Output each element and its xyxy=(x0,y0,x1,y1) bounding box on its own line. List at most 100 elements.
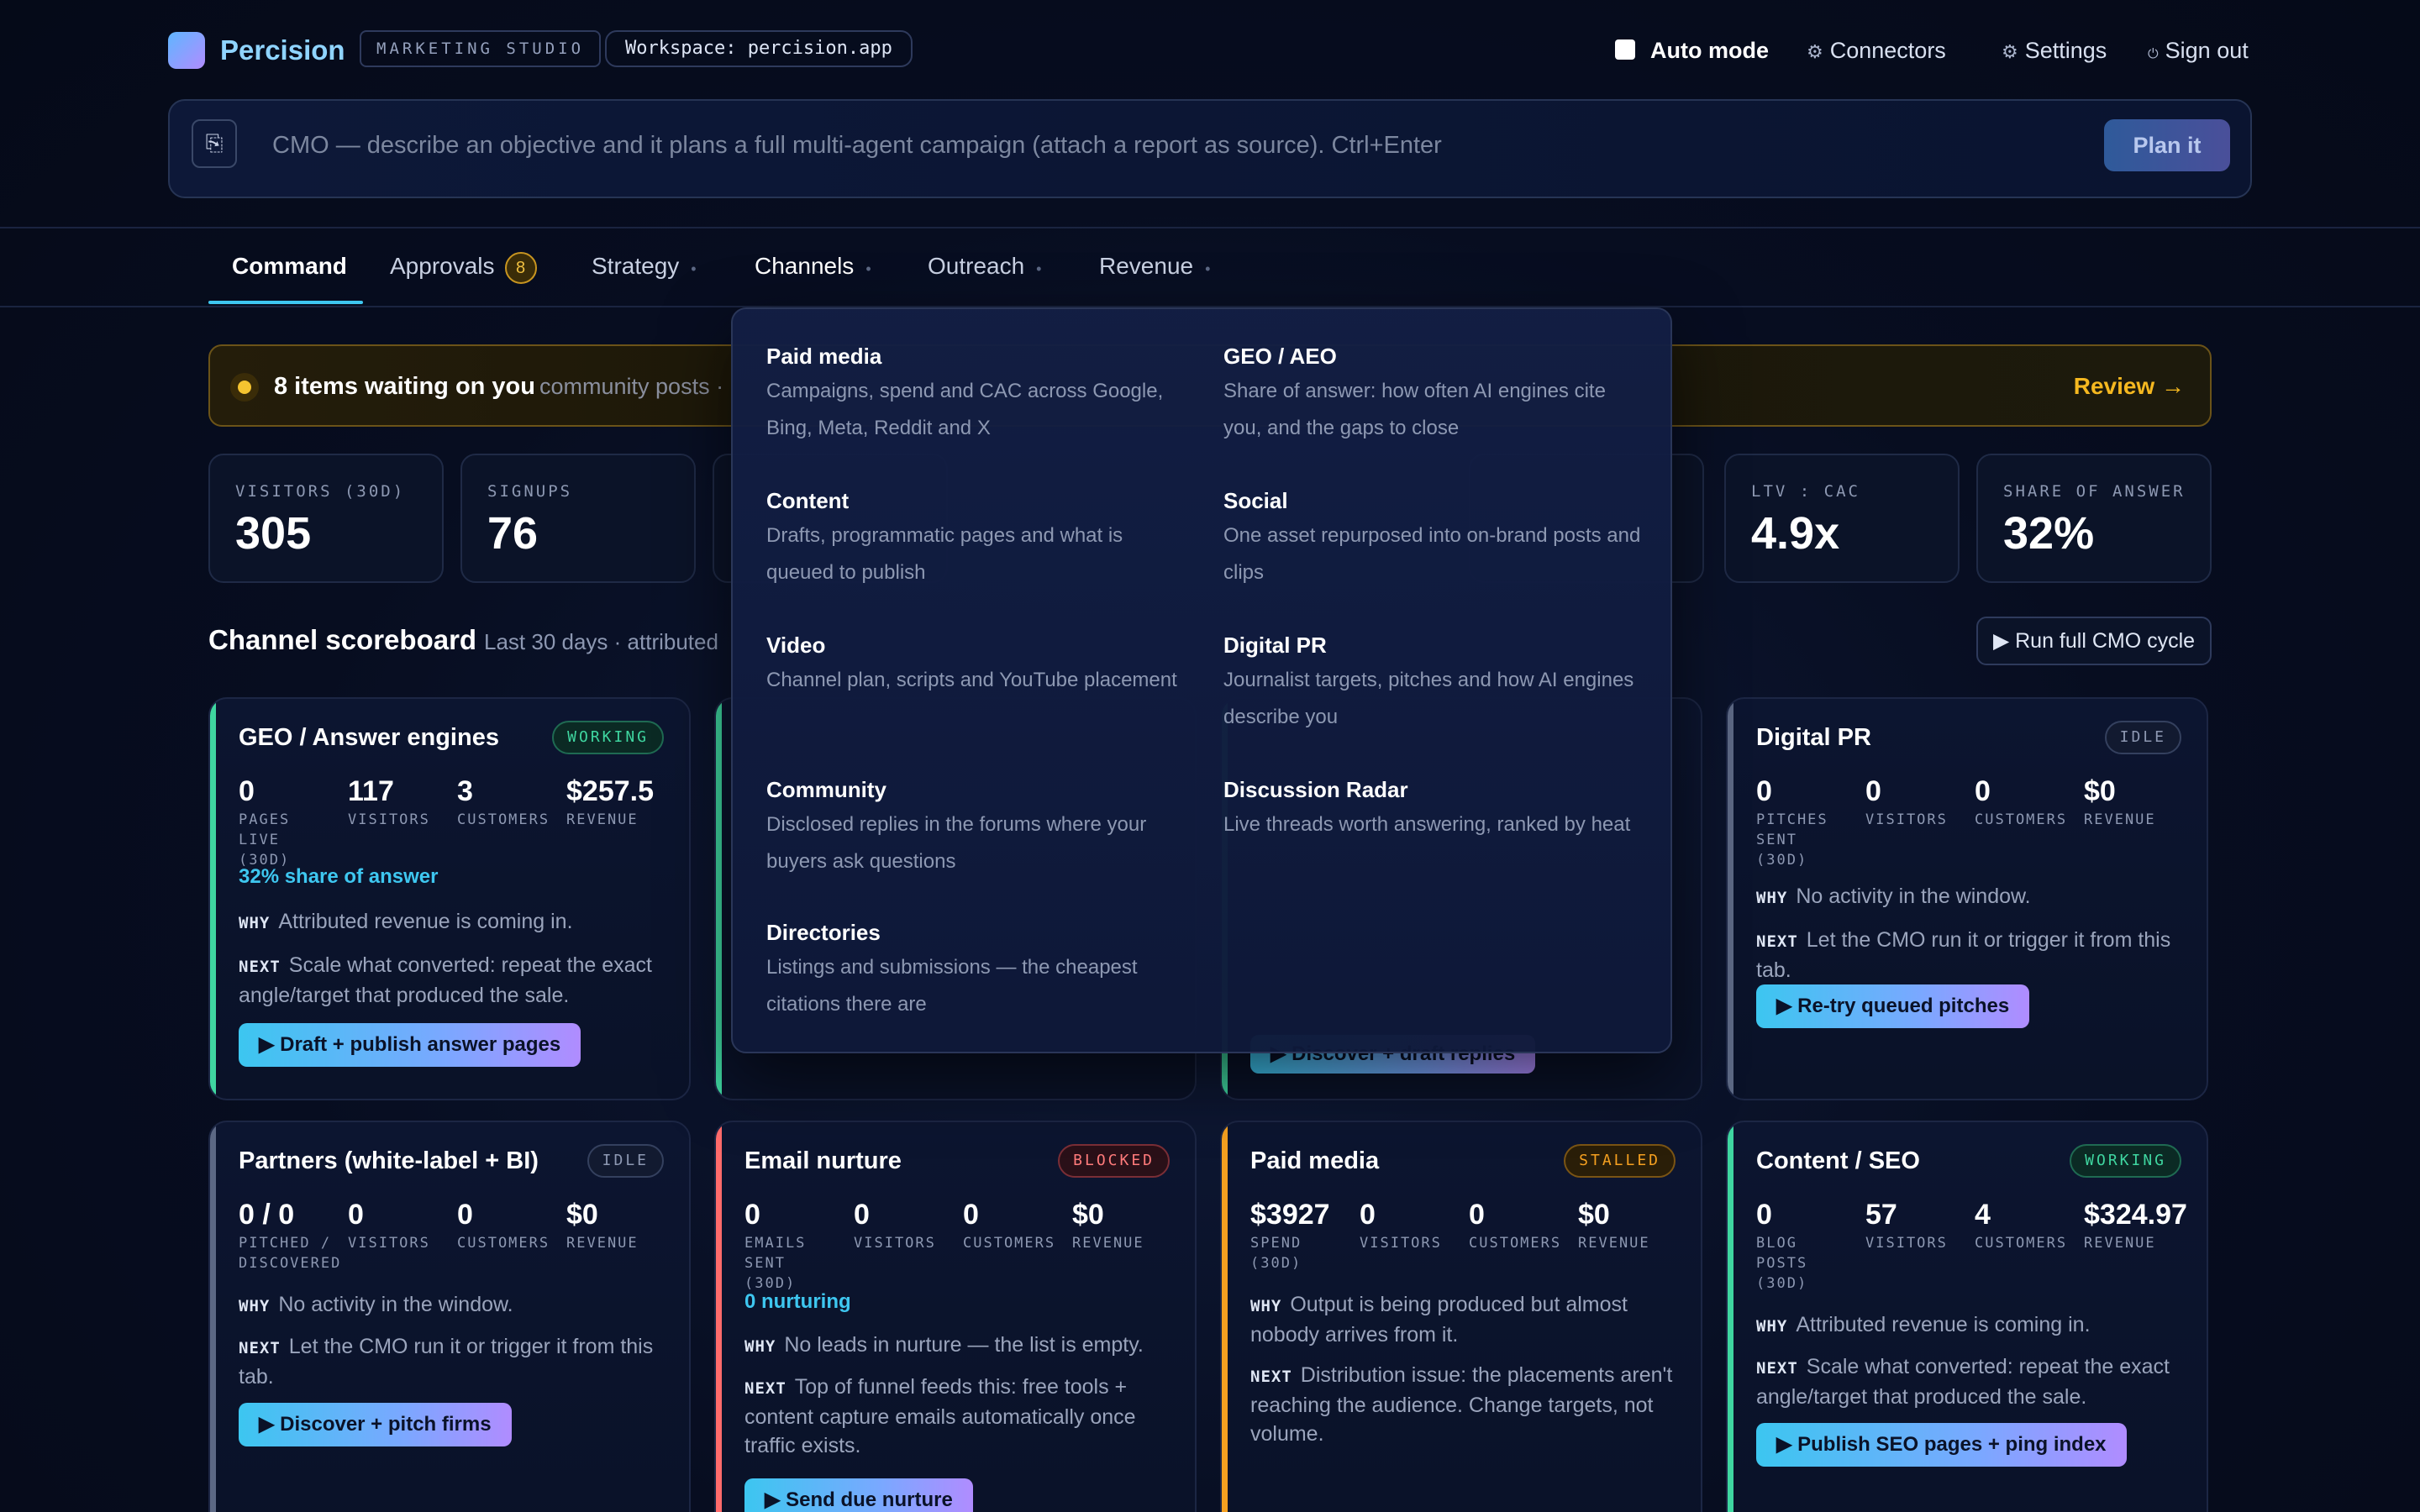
why-row: WHY Attributed revenue is coming in. xyxy=(239,907,667,937)
status-stripe xyxy=(1728,1122,1733,1512)
retry-pitches-button[interactable]: ▶ Re-try queued pitches xyxy=(1756,984,2030,1028)
why-label: WHY xyxy=(1756,1317,1788,1336)
menu-item-desc: Drafts, programmatic pages and what is q… xyxy=(766,524,1123,584)
plan-button[interactable]: Plan it xyxy=(2104,119,2230,171)
kpi-card: SIGNUPS 76 xyxy=(460,454,696,583)
tab-label: Approvals xyxy=(390,253,495,279)
status-stripe xyxy=(716,699,722,1099)
run-cmo-cycle-label: Run full CMO cycle xyxy=(2015,629,2196,653)
menu-item-content[interactable]: Content Drafts, programmatic pages and wh… xyxy=(766,484,1186,591)
send-nurture-button[interactable]: ▶ Send due nurture xyxy=(744,1478,973,1512)
tab-command[interactable]: Command xyxy=(232,228,347,307)
metric: 4 CUSTOMERS xyxy=(1975,1196,2075,1253)
metric-label: REVENUE xyxy=(566,1235,639,1252)
next-row: NEXT Let the CMO run it or trigger it fro… xyxy=(1756,926,2185,984)
auto-mode-checkbox[interactable] xyxy=(1615,39,1635,60)
metric: $257.5 REVENUE xyxy=(566,773,667,830)
tab-strategy[interactable]: Strategy • xyxy=(592,228,697,307)
status-stripe xyxy=(716,1122,722,1512)
metric-label: CUSTOMERS xyxy=(457,811,550,828)
metric-label: VISITORS xyxy=(348,811,430,828)
tab-label: Revenue xyxy=(1099,253,1194,279)
menu-item-title: Video xyxy=(766,633,826,658)
metric-value: $0 xyxy=(1072,1199,1104,1231)
next-row: NEXT Distribution issue: the placements a… xyxy=(1250,1361,1679,1448)
banner-subtitle: community posts · xyxy=(539,374,724,399)
channels-dropdown-menu: Paid media Campaigns, spend and CAC acros… xyxy=(731,307,1672,1053)
menu-item-title: Directories xyxy=(766,920,881,945)
action-label: Draft + publish answer pages xyxy=(280,1033,561,1056)
workspace-selector[interactable]: Workspace: percision.app xyxy=(605,30,913,67)
kpi-label: SHARE OF ANSWER xyxy=(2003,482,2186,501)
run-cmo-cycle-button[interactable]: ▶ Run full CMO cycle xyxy=(1976,617,2212,665)
metric: 0 PAGES LIVE (30D) xyxy=(239,773,339,870)
attach-button[interactable]: ⎘ xyxy=(192,119,237,168)
status-badge: STALLED xyxy=(1564,1144,1676,1178)
metric: $0 REVENUE xyxy=(566,1196,667,1253)
menu-item-desc: Journalist targets, pitches and how AI e… xyxy=(1223,669,1634,728)
discover-pitch-button[interactable]: ▶ Discover + pitch firms xyxy=(239,1403,512,1446)
tab-channels[interactable]: Channels • xyxy=(755,228,871,307)
dropdown-dot-icon: • xyxy=(865,260,871,277)
menu-item-video[interactable]: Video Channel plan, scripts and YouTube p… xyxy=(766,628,1186,699)
metric-label: PITCHED / DISCOVERED xyxy=(239,1235,342,1272)
next-text: Scale what converted: repeat the exact a… xyxy=(239,953,652,1007)
metric-label: REVENUE xyxy=(2084,1235,2156,1252)
metric-label: CUSTOMERS xyxy=(1975,811,2068,828)
metric: 0 BLOG POSTS (30D) xyxy=(1756,1196,1823,1294)
menu-item-paid-media[interactable]: Paid media Campaigns, spend and CAC acros… xyxy=(766,339,1186,447)
settings-link[interactable]: ⚙ Settings xyxy=(2002,30,2107,71)
metric: 0 CUSTOMERS xyxy=(1469,1196,1570,1253)
why-label: WHY xyxy=(1756,889,1788,907)
command-input[interactable]: CMO — describe an objective and it plans… xyxy=(272,132,1442,159)
metric: 0 VISITORS xyxy=(1360,1196,1460,1253)
metric: 0 / 0 PITCHED / DISCOVERED xyxy=(239,1196,339,1273)
card-title: Email nurture xyxy=(744,1147,902,1174)
connectors-link[interactable]: ⚙ Connectors xyxy=(1807,30,1946,71)
status-badge: WORKING xyxy=(552,721,664,754)
menu-item-geo-aeo[interactable]: GEO / AEO Share of answer: how often AI e… xyxy=(1223,339,1644,447)
menu-item-title: Discussion Radar xyxy=(1223,777,1408,802)
metric: 0 PITCHES SENT (30D) xyxy=(1756,773,1857,870)
metric-value: $0 xyxy=(2084,775,2116,807)
menu-item-digital-pr[interactable]: Digital PR Journalist targets, pitches an… xyxy=(1223,628,1644,736)
play-icon: ▶ xyxy=(259,1413,281,1436)
why-label: WHY xyxy=(1250,1297,1282,1315)
metric-value: 0 xyxy=(1975,775,1991,807)
review-link[interactable]: Review → xyxy=(2073,373,2185,399)
next-label: NEXT xyxy=(1756,932,1798,951)
menu-item-discussion-radar[interactable]: Discussion Radar Live threads worth answe… xyxy=(1223,773,1644,843)
metric-value: 0 xyxy=(744,1199,760,1231)
tab-revenue[interactable]: Revenue • xyxy=(1099,228,1210,307)
status-stripe xyxy=(1222,1122,1228,1512)
channel-card-email: Email nurture BLOCKED 0 EMAILS SENT (30D)… xyxy=(714,1121,1197,1512)
tab-approvals[interactable]: Approvals 8 xyxy=(390,228,537,307)
metric-label: VISITORS xyxy=(1865,1235,1948,1252)
auto-mode-label[interactable]: Auto mode xyxy=(1650,38,1769,63)
sign-out-link[interactable]: ⏻ Sign out xyxy=(2148,30,2249,71)
metric-value: 0 xyxy=(1469,1199,1485,1231)
card-title: Partners (white-label + BI) xyxy=(239,1147,539,1174)
publish-seo-button[interactable]: ▶ Publish SEO pages + ping index xyxy=(1756,1423,2127,1467)
menu-item-title: Content xyxy=(766,488,850,513)
next-text: Let the CMO run it or trigger it from th… xyxy=(1756,928,2171,982)
dropdown-dot-icon: • xyxy=(1205,260,1211,277)
kpi-card: LTV : CAC 4.9x xyxy=(1724,454,1960,583)
next-label: NEXT xyxy=(239,958,281,976)
draft-publish-button[interactable]: ▶ Draft + publish answer pages xyxy=(239,1023,581,1067)
dropdown-dot-icon: • xyxy=(1036,260,1042,277)
metric-value: $324.97 xyxy=(2084,1199,2187,1231)
why-label: WHY xyxy=(744,1337,776,1356)
menu-item-community[interactable]: Community Disclosed replies in the forums… xyxy=(766,773,1186,880)
menu-item-desc: One asset repurposed into on-brand posts… xyxy=(1223,524,1641,584)
kpi-value: 4.9x xyxy=(1751,508,1840,559)
channel-card-content: Content / SEO WORKING 0 BLOG POSTS (30D) … xyxy=(1726,1121,2208,1512)
status-badge: WORKING xyxy=(2070,1144,2181,1178)
play-icon: ▶ xyxy=(259,1033,281,1056)
status-stripe xyxy=(210,699,216,1099)
menu-item-social[interactable]: Social One asset repurposed into on-brand… xyxy=(1223,484,1644,591)
tab-outreach[interactable]: Outreach • xyxy=(928,228,1041,307)
menu-item-directories[interactable]: Directories Listings and submissions — th… xyxy=(766,916,1186,1023)
next-text: Let the CMO run it or trigger it from th… xyxy=(239,1335,654,1389)
connectors-label: Connectors xyxy=(1829,38,1946,63)
